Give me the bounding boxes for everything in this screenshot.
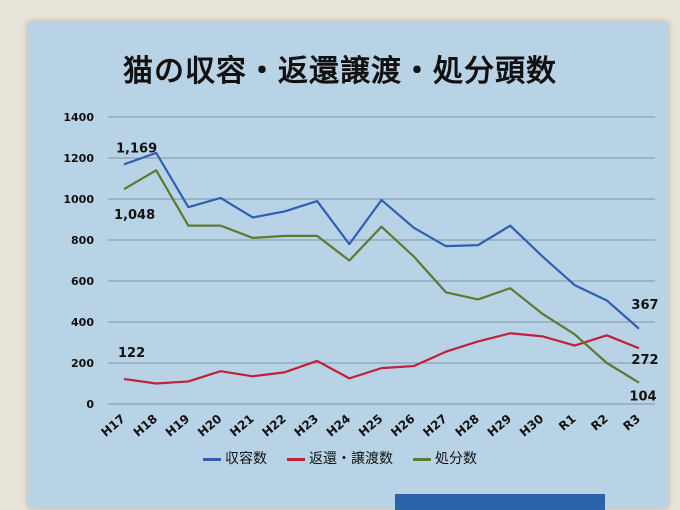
legend-swatch xyxy=(287,457,305,461)
data-label: 1,169 xyxy=(116,141,157,156)
legend: 収容数 返還・譲渡数 処分数 xyxy=(0,448,680,468)
x-tick-label: H24 xyxy=(324,412,353,440)
legend-item: 返還・譲渡数 xyxy=(287,448,393,468)
data-label: 104 xyxy=(629,390,656,405)
x-tick-label: R1 xyxy=(556,412,578,434)
chart-title: 猫の収容・返還譲渡・処分頭数 xyxy=(123,54,557,89)
x-tick-label: H30 xyxy=(517,412,546,440)
x-tick-label: H28 xyxy=(453,412,482,440)
x-tick-label: H26 xyxy=(388,412,417,440)
x-tick-label: H17 xyxy=(98,412,127,440)
y-tick-label: 800 xyxy=(71,234,94,247)
chart-paper xyxy=(28,22,668,508)
y-tick-label: 1000 xyxy=(63,193,94,206)
data-label: 1,048 xyxy=(114,208,155,223)
x-tick-label: R3 xyxy=(620,412,642,434)
legend-item: 収容数 xyxy=(203,448,267,468)
x-tick-label: H19 xyxy=(163,412,192,440)
data-label: 367 xyxy=(631,298,658,313)
x-tick-label: H23 xyxy=(292,412,321,440)
legend-item: 処分数 xyxy=(413,448,477,468)
y-tick-label: 600 xyxy=(71,275,94,288)
x-tick-label: H29 xyxy=(485,412,514,440)
y-tick-label: 1400 xyxy=(63,111,94,124)
y-tick-label: 0 xyxy=(86,398,94,411)
x-tick-label: H21 xyxy=(227,412,256,440)
data-label: 272 xyxy=(631,353,658,368)
x-tick-label: H22 xyxy=(259,412,288,440)
legend-swatch xyxy=(203,457,221,461)
y-tick-label: 1200 xyxy=(63,152,94,165)
x-tick-label: H27 xyxy=(420,412,449,440)
series-line-0 xyxy=(123,151,640,330)
x-tick-label: H18 xyxy=(131,412,160,440)
legend-label: 返還・譲渡数 xyxy=(309,451,393,467)
legend-label: 収容数 xyxy=(225,451,267,467)
series-line-1 xyxy=(123,332,640,385)
x-tick-label: H25 xyxy=(356,412,385,440)
y-tick-label: 200 xyxy=(71,357,94,370)
legend-label: 処分数 xyxy=(435,451,477,467)
legend-swatch xyxy=(413,457,431,461)
x-tick-label: H20 xyxy=(195,412,224,440)
x-tick-label: R2 xyxy=(588,412,610,434)
data-label: 122 xyxy=(118,346,145,361)
y-tick-label: 400 xyxy=(71,316,94,329)
series-line-2 xyxy=(123,169,640,384)
blue-strip xyxy=(395,494,605,510)
